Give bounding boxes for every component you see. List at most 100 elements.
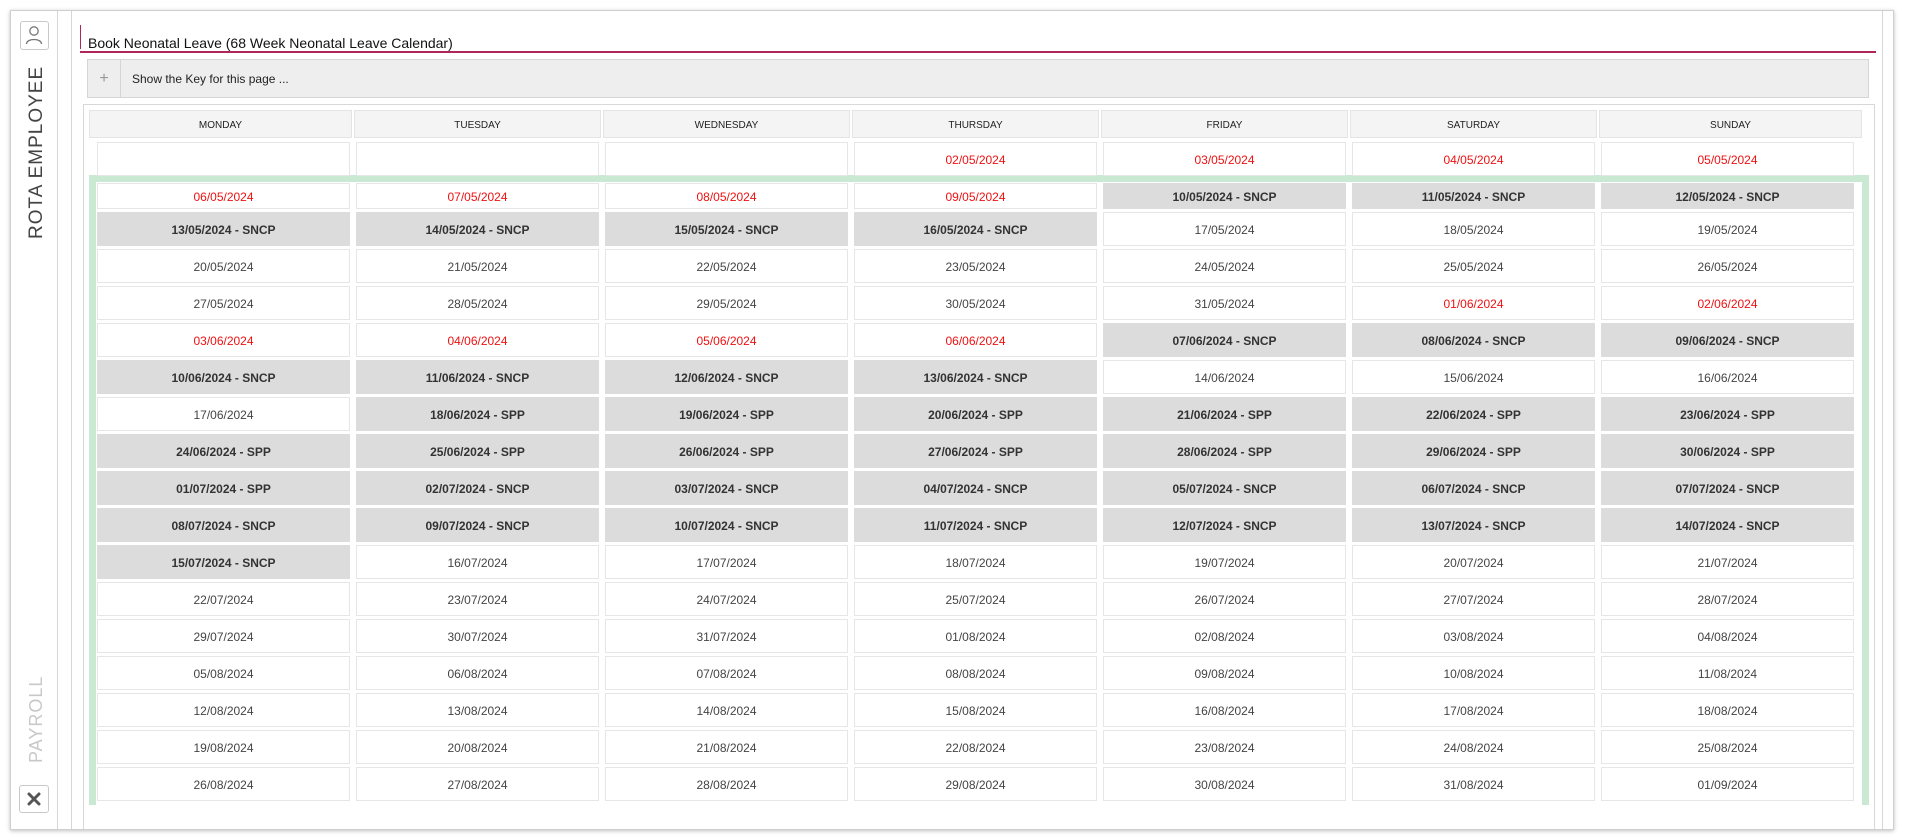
calendar-day-cell[interactable]: 13/06/2024 - SNCP — [854, 360, 1097, 394]
calendar-day-cell[interactable]: 01/08/2024 — [854, 619, 1097, 653]
calendar-day-cell[interactable]: 11/08/2024 — [1601, 656, 1854, 690]
expand-key-button[interactable]: + — [88, 60, 121, 97]
calendar-day-cell[interactable]: 22/06/2024 - SPP — [1352, 397, 1595, 431]
calendar-day-cell[interactable]: 03/05/2024 — [1103, 142, 1346, 176]
calendar-day-cell[interactable]: 16/07/2024 — [356, 545, 599, 579]
calendar-day-cell[interactable]: 11/06/2024 - SNCP — [356, 360, 599, 394]
calendar-day-cell[interactable]: 26/05/2024 — [1601, 249, 1854, 283]
calendar-day-cell[interactable]: 25/07/2024 — [854, 582, 1097, 616]
calendar-day-cell[interactable]: 09/07/2024 - SNCP — [356, 508, 599, 542]
calendar-day-cell[interactable]: 28/05/2024 — [356, 286, 599, 320]
calendar-day-cell[interactable]: 27/05/2024 — [97, 286, 350, 320]
calendar-day-cell[interactable]: 28/06/2024 - SPP — [1103, 434, 1346, 468]
show-key-link[interactable]: Show the Key for this page ... — [132, 72, 289, 86]
calendar-day-cell[interactable]: 05/08/2024 — [97, 656, 350, 690]
calendar-day-cell[interactable]: 05/07/2024 - SNCP — [1103, 471, 1346, 505]
calendar-day-cell[interactable]: 17/08/2024 — [1352, 693, 1595, 727]
calendar-day-cell[interactable]: 24/07/2024 — [605, 582, 848, 616]
calendar-day-cell[interactable]: 02/07/2024 - SNCP — [356, 471, 599, 505]
calendar-day-cell[interactable]: 11/05/2024 - SNCP — [1352, 183, 1595, 209]
calendar-day-cell[interactable]: 25/05/2024 — [1352, 249, 1595, 283]
calendar-day-cell[interactable]: 27/06/2024 - SPP — [854, 434, 1097, 468]
calendar-day-cell[interactable]: 07/07/2024 - SNCP — [1601, 471, 1854, 505]
calendar-day-cell[interactable]: 01/09/2024 — [1601, 767, 1854, 801]
calendar-day-cell[interactable]: 05/06/2024 — [605, 323, 848, 357]
calendar-day-cell[interactable]: 08/05/2024 — [605, 183, 848, 209]
calendar-day-cell[interactable]: 22/05/2024 — [605, 249, 848, 283]
calendar-day-cell[interactable]: 10/07/2024 - SNCP — [605, 508, 848, 542]
calendar-day-cell[interactable]: 24/05/2024 — [1103, 249, 1346, 283]
calendar-day-cell[interactable]: 09/08/2024 — [1103, 656, 1346, 690]
key-toggle-bar[interactable]: + Show the Key for this page ... — [87, 59, 1869, 98]
calendar-day-cell[interactable]: 26/08/2024 — [97, 767, 350, 801]
payroll-label[interactable]: PAYROLL — [26, 675, 46, 763]
calendar-day-cell[interactable]: 18/06/2024 - SPP — [356, 397, 599, 431]
calendar-day-cell[interactable]: 04/07/2024 - SNCP — [854, 471, 1097, 505]
calendar-day-cell[interactable]: 19/06/2024 - SPP — [605, 397, 848, 431]
calendar-day-cell[interactable]: 21/07/2024 — [1601, 545, 1854, 579]
calendar-day-cell[interactable]: 31/05/2024 — [1103, 286, 1346, 320]
calendar-day-cell[interactable]: 24/06/2024 - SPP — [97, 434, 350, 468]
calendar-day-cell[interactable]: 19/05/2024 — [1601, 212, 1854, 246]
calendar-day-cell[interactable]: 03/08/2024 — [1352, 619, 1595, 653]
calendar-day-cell[interactable]: 17/05/2024 — [1103, 212, 1346, 246]
calendar-day-cell[interactable]: 05/05/2024 — [1601, 142, 1854, 176]
calendar-day-cell[interactable]: 17/07/2024 — [605, 545, 848, 579]
calendar-day-cell[interactable]: 29/07/2024 — [97, 619, 350, 653]
calendar-day-cell[interactable]: 27/07/2024 — [1352, 582, 1595, 616]
calendar-day-cell[interactable]: 26/06/2024 - SPP — [605, 434, 848, 468]
calendar-day-cell[interactable]: 20/07/2024 — [1352, 545, 1595, 579]
calendar-day-cell[interactable]: 16/06/2024 — [1601, 360, 1854, 394]
calendar-day-cell[interactable]: 13/05/2024 - SNCP — [97, 212, 350, 246]
calendar-day-cell[interactable]: 08/06/2024 - SNCP — [1352, 323, 1595, 357]
calendar-day-cell[interactable]: 09/06/2024 - SNCP — [1601, 323, 1854, 357]
calendar-day-cell[interactable]: 13/08/2024 — [356, 693, 599, 727]
calendar-day-cell[interactable]: 01/07/2024 - SPP — [97, 471, 350, 505]
calendar-day-cell[interactable]: 18/08/2024 — [1601, 693, 1854, 727]
calendar-day-cell[interactable]: 07/05/2024 — [356, 183, 599, 209]
calendar-day-cell[interactable]: 20/06/2024 - SPP — [854, 397, 1097, 431]
calendar-day-cell[interactable]: 23/07/2024 — [356, 582, 599, 616]
calendar-day-cell[interactable]: 20/08/2024 — [356, 730, 599, 764]
calendar-day-cell[interactable]: 25/08/2024 — [1601, 730, 1854, 764]
calendar-day-cell[interactable]: 15/05/2024 - SNCP — [605, 212, 848, 246]
calendar-day-cell[interactable]: 24/08/2024 — [1352, 730, 1595, 764]
calendar-day-cell[interactable]: 19/08/2024 — [97, 730, 350, 764]
calendar-day-cell[interactable]: 27/08/2024 — [356, 767, 599, 801]
calendar-day-cell[interactable]: 04/06/2024 — [356, 323, 599, 357]
calendar-day-cell[interactable]: 12/07/2024 - SNCP — [1103, 508, 1346, 542]
calendar-day-cell[interactable]: 22/07/2024 — [97, 582, 350, 616]
calendar-day-cell[interactable]: 14/07/2024 - SNCP — [1601, 508, 1854, 542]
calendar-day-cell[interactable]: 14/06/2024 — [1103, 360, 1346, 394]
calendar-day-cell[interactable]: 30/07/2024 — [356, 619, 599, 653]
calendar-day-cell[interactable]: 28/08/2024 — [605, 767, 848, 801]
calendar-day-cell[interactable]: 16/05/2024 - SNCP — [854, 212, 1097, 246]
calendar-day-cell[interactable]: 02/06/2024 — [1601, 286, 1854, 320]
calendar-day-cell[interactable]: 15/06/2024 — [1352, 360, 1595, 394]
calendar-day-cell[interactable]: 03/07/2024 - SNCP — [605, 471, 848, 505]
calendar-day-cell[interactable]: 23/08/2024 — [1103, 730, 1346, 764]
calendar-day-cell[interactable]: 06/06/2024 — [854, 323, 1097, 357]
calendar-day-cell[interactable]: 30/05/2024 — [854, 286, 1097, 320]
calendar-day-cell[interactable]: 23/05/2024 — [854, 249, 1097, 283]
calendar-day-cell[interactable]: 30/06/2024 - SPP — [1601, 434, 1854, 468]
calendar-day-cell[interactable]: 28/07/2024 — [1601, 582, 1854, 616]
calendar-day-cell[interactable]: 18/05/2024 — [1352, 212, 1595, 246]
calendar-day-cell[interactable]: 06/05/2024 — [97, 183, 350, 209]
calendar-day-cell[interactable]: 14/08/2024 — [605, 693, 848, 727]
calendar-day-cell[interactable]: 06/07/2024 - SNCP — [1352, 471, 1595, 505]
calendar-day-cell[interactable]: 08/07/2024 - SNCP — [97, 508, 350, 542]
calendar-day-cell[interactable]: 12/05/2024 - SNCP — [1601, 183, 1854, 209]
calendar-day-cell[interactable]: 02/08/2024 — [1103, 619, 1346, 653]
calendar-day-cell[interactable]: 16/08/2024 — [1103, 693, 1346, 727]
calendar-day-cell[interactable]: 29/08/2024 — [854, 767, 1097, 801]
calendar-day-cell[interactable]: 29/06/2024 - SPP — [1352, 434, 1595, 468]
close-button[interactable] — [19, 785, 49, 813]
calendar-day-cell[interactable]: 15/07/2024 - SNCP — [97, 545, 350, 579]
rota-employee-label[interactable]: ROTA EMPLOYEE — [26, 65, 47, 239]
calendar-day-cell[interactable]: 06/08/2024 — [356, 656, 599, 690]
calendar-day-cell[interactable]: 04/08/2024 — [1601, 619, 1854, 653]
calendar-day-cell[interactable]: 23/06/2024 - SPP — [1601, 397, 1854, 431]
calendar-day-cell[interactable]: 11/07/2024 - SNCP — [854, 508, 1097, 542]
calendar-day-cell[interactable]: 10/06/2024 - SNCP — [97, 360, 350, 394]
